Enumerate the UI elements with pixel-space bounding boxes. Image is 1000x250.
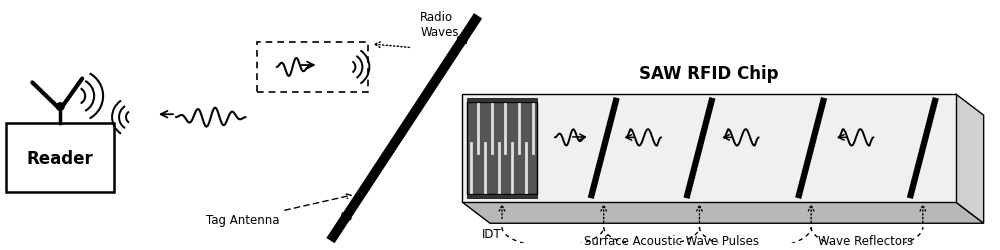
Text: IDT: IDT bbox=[482, 227, 502, 240]
Polygon shape bbox=[462, 202, 984, 223]
Polygon shape bbox=[956, 94, 984, 223]
Polygon shape bbox=[462, 94, 956, 202]
Text: Radio
Waves: Radio Waves bbox=[420, 11, 459, 39]
Text: Tag Antenna: Tag Antenna bbox=[206, 194, 351, 226]
Text: Surface Acoustic Wave Pulses: Surface Acoustic Wave Pulses bbox=[584, 234, 759, 247]
Bar bbox=[257, 43, 368, 93]
Bar bbox=[467, 194, 537, 198]
Text: SAW RFID Chip: SAW RFID Chip bbox=[639, 65, 779, 83]
Bar bbox=[467, 98, 537, 102]
Bar bbox=[467, 102, 537, 194]
Text: Wave Reflectors: Wave Reflectors bbox=[818, 234, 914, 247]
Bar bbox=[6, 124, 114, 192]
Circle shape bbox=[56, 104, 64, 111]
Text: Reader: Reader bbox=[27, 149, 94, 167]
